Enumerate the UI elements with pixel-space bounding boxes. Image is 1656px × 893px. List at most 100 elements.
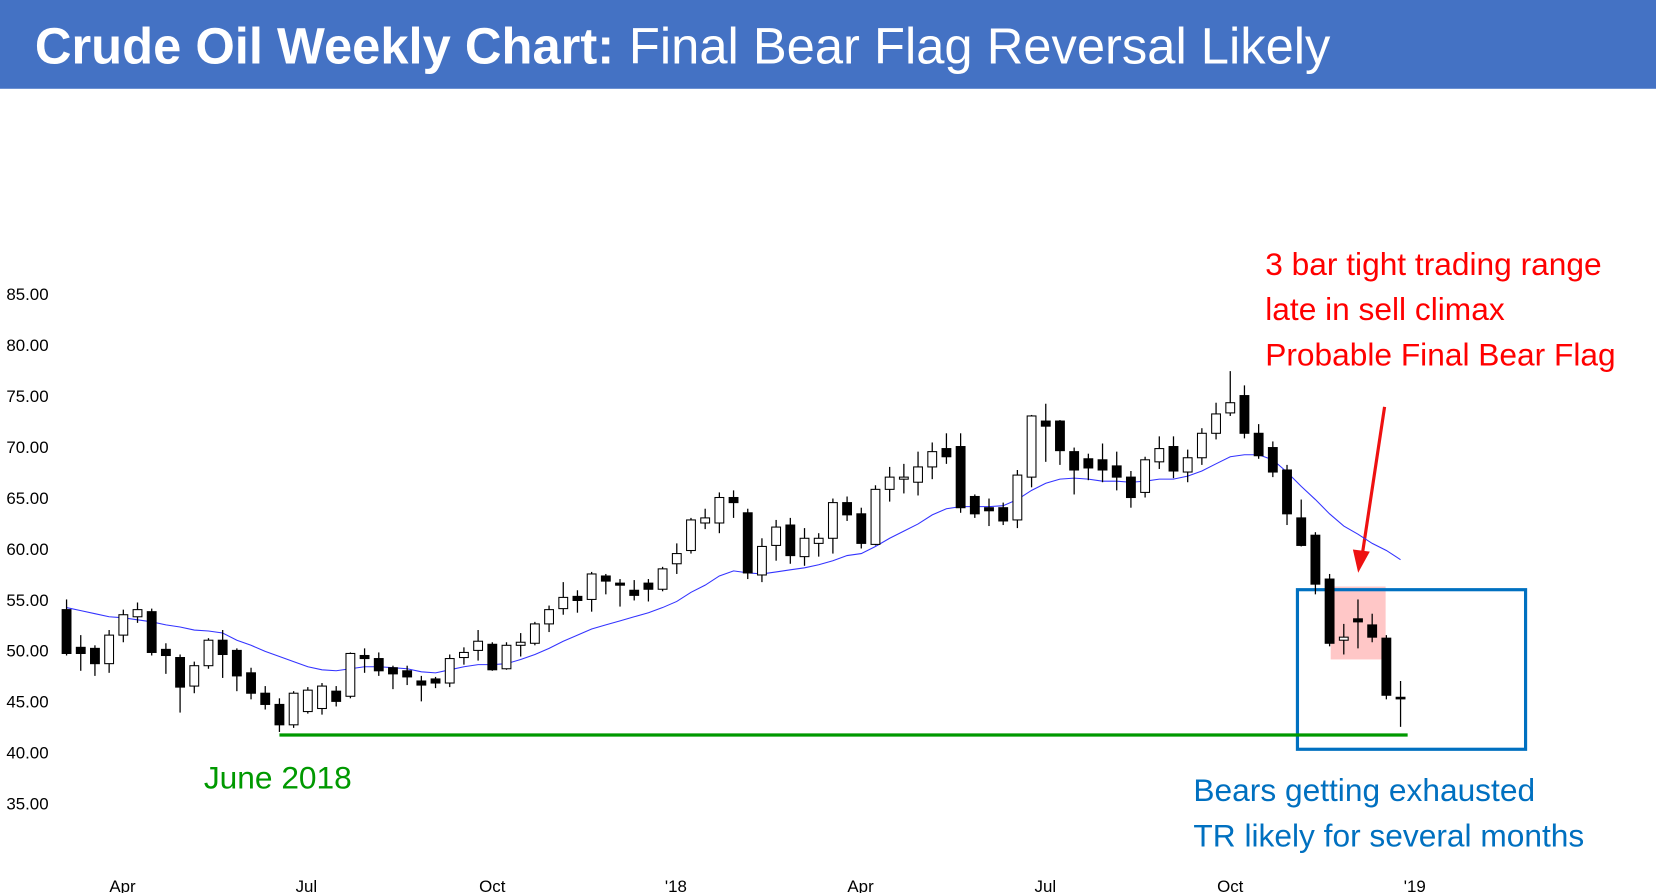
annotation-text: TR likely for several months (1193, 817, 1584, 853)
candle (529, 621, 540, 646)
x-tick-label: Jul (296, 877, 318, 893)
candle (1267, 441, 1278, 478)
candle (444, 654, 455, 688)
y-tick-label: 60.00 (6, 540, 48, 559)
candle (373, 652, 384, 676)
candle-body (1296, 517, 1307, 546)
title-bold: Crude Oil Weekly Chart: (35, 17, 614, 74)
y-tick-label: 50.00 (6, 642, 48, 661)
candle (615, 579, 625, 607)
candle-body (984, 507, 994, 512)
candle-body (345, 652, 356, 697)
candle (487, 642, 498, 671)
candle-body (1310, 534, 1321, 585)
candle (189, 661, 200, 694)
candle-body (458, 651, 469, 659)
candle-body (927, 451, 938, 468)
moving-average (66, 454, 1401, 674)
candle-body (558, 596, 569, 610)
x-tick-label: Jul (1035, 877, 1057, 893)
candle-body (1381, 637, 1392, 696)
annotation-text: Bears getting exhausted (1193, 772, 1535, 808)
candle-body (969, 495, 980, 515)
candle (671, 543, 682, 574)
candle-body (1338, 636, 1349, 641)
candle (771, 519, 782, 561)
candle (61, 599, 72, 656)
candle (998, 502, 1009, 526)
candle-body (1125, 476, 1136, 499)
candle-body (373, 658, 384, 672)
candle (1140, 456, 1151, 498)
candle-body (515, 641, 526, 646)
candle (146, 608, 157, 656)
candle (969, 494, 980, 518)
candle (544, 605, 554, 633)
candle (1367, 613, 1378, 643)
candle (856, 507, 867, 549)
candle (1381, 635, 1392, 700)
candle (558, 582, 569, 615)
x-tick-label: '19 (1404, 877, 1426, 893)
candle (700, 508, 711, 530)
candle-body (1182, 457, 1193, 473)
candle-body (827, 502, 838, 539)
candle-body (1353, 618, 1363, 623)
x-tick-label: Oct (1217, 877, 1244, 893)
candle-body (1026, 415, 1037, 478)
candle-body (288, 692, 299, 726)
candle (913, 451, 923, 496)
title-rest: Final Bear Flag Reversal Likely (629, 17, 1331, 74)
candle (104, 630, 115, 673)
y-tick-label: 65.00 (6, 489, 48, 508)
y-tick-label: 45.00 (6, 693, 48, 712)
candle (217, 630, 228, 678)
candle-body (771, 526, 782, 546)
candle-body (260, 692, 271, 705)
candle-body (714, 496, 725, 524)
candle-body (1069, 451, 1080, 471)
candle (1282, 464, 1292, 526)
candle-body (898, 476, 909, 480)
candle-body (1196, 432, 1207, 459)
candle-body (302, 689, 313, 713)
candle (1069, 447, 1080, 495)
candle-body (203, 639, 214, 667)
candle (317, 683, 327, 715)
arrow-head (1352, 549, 1370, 573)
candle-body (1239, 395, 1250, 434)
annotation-text: 3 bar tight trading range (1265, 246, 1601, 282)
candle (898, 463, 909, 494)
candle-body (799, 537, 810, 558)
candle-body (274, 703, 285, 726)
y-tick-label: 75.00 (6, 387, 48, 406)
arrow (1352, 406, 1387, 573)
candle (884, 466, 895, 502)
candle (1338, 623, 1349, 655)
candle-body (217, 639, 228, 656)
candle (927, 442, 938, 480)
candle (842, 496, 853, 521)
candle (416, 675, 427, 702)
candle (1196, 428, 1207, 465)
candle (1083, 453, 1094, 481)
y-tick-label: 55.00 (6, 591, 48, 610)
candle-body (1140, 459, 1151, 493)
candle-body (388, 667, 398, 675)
candle-body (728, 496, 739, 504)
candle-body (1097, 459, 1108, 471)
candle (90, 645, 100, 676)
candle (75, 635, 86, 671)
candle-body (1324, 578, 1335, 644)
y-tick-label: 85.00 (6, 285, 48, 304)
candle-body (657, 568, 668, 590)
candle-body (1282, 469, 1292, 515)
candle (1055, 420, 1065, 465)
candle (955, 433, 966, 513)
candle (515, 633, 526, 657)
candle (1353, 599, 1363, 649)
candle (501, 642, 512, 670)
candle-body (686, 519, 696, 552)
candle-body (444, 658, 455, 684)
